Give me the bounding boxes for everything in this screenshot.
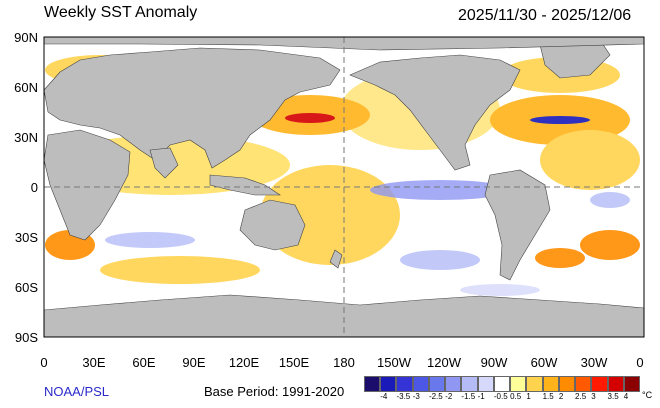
maritime-asia [209, 174, 281, 196]
colorbar-tick-label: 3.5 [607, 392, 619, 401]
colorbar-tick-label: -2.5 [428, 392, 443, 401]
colorbar-tick-label: -3 [412, 392, 420, 401]
colorbar-swatch [461, 376, 478, 392]
colorbar [364, 376, 640, 392]
colorbar-tick-label: -1.5 [461, 392, 476, 401]
lat-label-60s: 60S [15, 280, 38, 295]
lon-label-150w: 150W [377, 355, 412, 370]
colorbar-swatch [526, 376, 543, 392]
lon-label-120e: 120E [229, 355, 260, 370]
new-zealand [329, 249, 343, 269]
lat-label-90s: 90S [15, 330, 38, 345]
base-period: Base Period: 1991-2020 [204, 384, 345, 399]
colorbar-swatch [575, 376, 592, 392]
lon-label-90e: 90E [182, 355, 205, 370]
colorbar-tick-label: -1 [477, 392, 485, 401]
colorbar-swatch [542, 376, 559, 392]
colorbar-swatch [380, 376, 397, 392]
south-america-landmass [484, 169, 551, 281]
colorbar-swatch [591, 376, 608, 392]
latitude-axis: 90N 60N 30N 0 30S 60S 90S [14, 30, 38, 345]
map-title: Weekly SST Anomaly [44, 4, 198, 21]
colorbar-swatch [396, 376, 413, 392]
lon-label-90w: 90W [481, 355, 508, 370]
lon-label-30e: 30E [82, 355, 105, 370]
lon-label-60e: 60E [132, 355, 155, 370]
map-frame [43, 36, 645, 338]
colorbar-tick-label: -2 [445, 392, 453, 401]
africa-landmass [43, 129, 131, 241]
lat-label-0: 0 [31, 180, 38, 195]
lon-label-180: 180 [333, 355, 355, 370]
lat-label-90n: 90N [14, 30, 38, 45]
date-range: 2025/11/30 - 2025/12/06 [458, 7, 632, 24]
colorbar-tick-label: 1 [526, 392, 531, 401]
lon-label-0-right: 0 [636, 355, 643, 370]
colorbar-swatch [445, 376, 462, 392]
colorbar-swatch [477, 376, 494, 392]
lon-label-30w: 30W [581, 355, 608, 370]
colorbar-swatch [412, 376, 429, 392]
colorbar-swatch [493, 376, 511, 392]
lat-label-30s: 30S [15, 230, 38, 245]
lon-label-150e: 150E [279, 355, 310, 370]
colorbar-tick-label: -3.5 [396, 392, 411, 401]
colorbar-tick-label: 0.5 [510, 392, 522, 401]
colorbar-swatch [364, 376, 381, 392]
colorbar-swatch [623, 376, 640, 392]
colorbar-swatch [428, 376, 446, 392]
colorbar-unit: °C [642, 390, 653, 400]
colorbar-tick-label: 2 [558, 392, 564, 401]
lon-label-60w: 60W [531, 355, 558, 370]
colorbar-swatch [558, 376, 576, 392]
colorbar-ticks: -4 -3.5 -3 -2.5 -2 -1.5 -1 -0.5 0.5 1 1.5 2 2.5 3 3.5 4 [370, 392, 646, 402]
colorbar-swatch [510, 376, 527, 392]
lat-label-60n: 60N [14, 80, 38, 95]
australia-landmass [239, 199, 306, 251]
colorbar-tick-label: 1.5 [542, 392, 554, 401]
india-landmass [149, 147, 179, 179]
noaa-credit: NOAA/PSL [44, 384, 110, 399]
eurasia-landmass [43, 47, 341, 169]
land-layer [43, 36, 645, 338]
colorbar-tick-label: 2.5 [575, 392, 587, 401]
cool-anomaly-layer [105, 180, 630, 296]
colorbar-tick-label: -4 [380, 392, 388, 401]
lon-label-0: 0 [40, 355, 47, 370]
lon-label-120w: 120W [427, 355, 462, 370]
colorbar-tick-label: 3 [591, 392, 596, 401]
colorbar-swatch [607, 376, 624, 392]
north-america-landmass [349, 54, 521, 171]
lat-label-30n: 30N [14, 130, 38, 145]
colorbar-tick-label: -0.5 [493, 392, 508, 401]
longitude-axis: 0 30E 60E 90E 120E 150E 180 150W 120W 90… [40, 355, 643, 370]
colorbar-tick-label: 4 [623, 392, 629, 401]
